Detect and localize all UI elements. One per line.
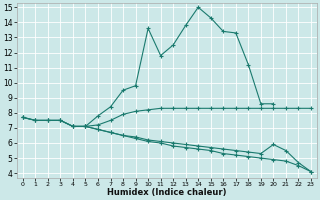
X-axis label: Humidex (Indice chaleur): Humidex (Indice chaleur) (107, 188, 227, 197)
